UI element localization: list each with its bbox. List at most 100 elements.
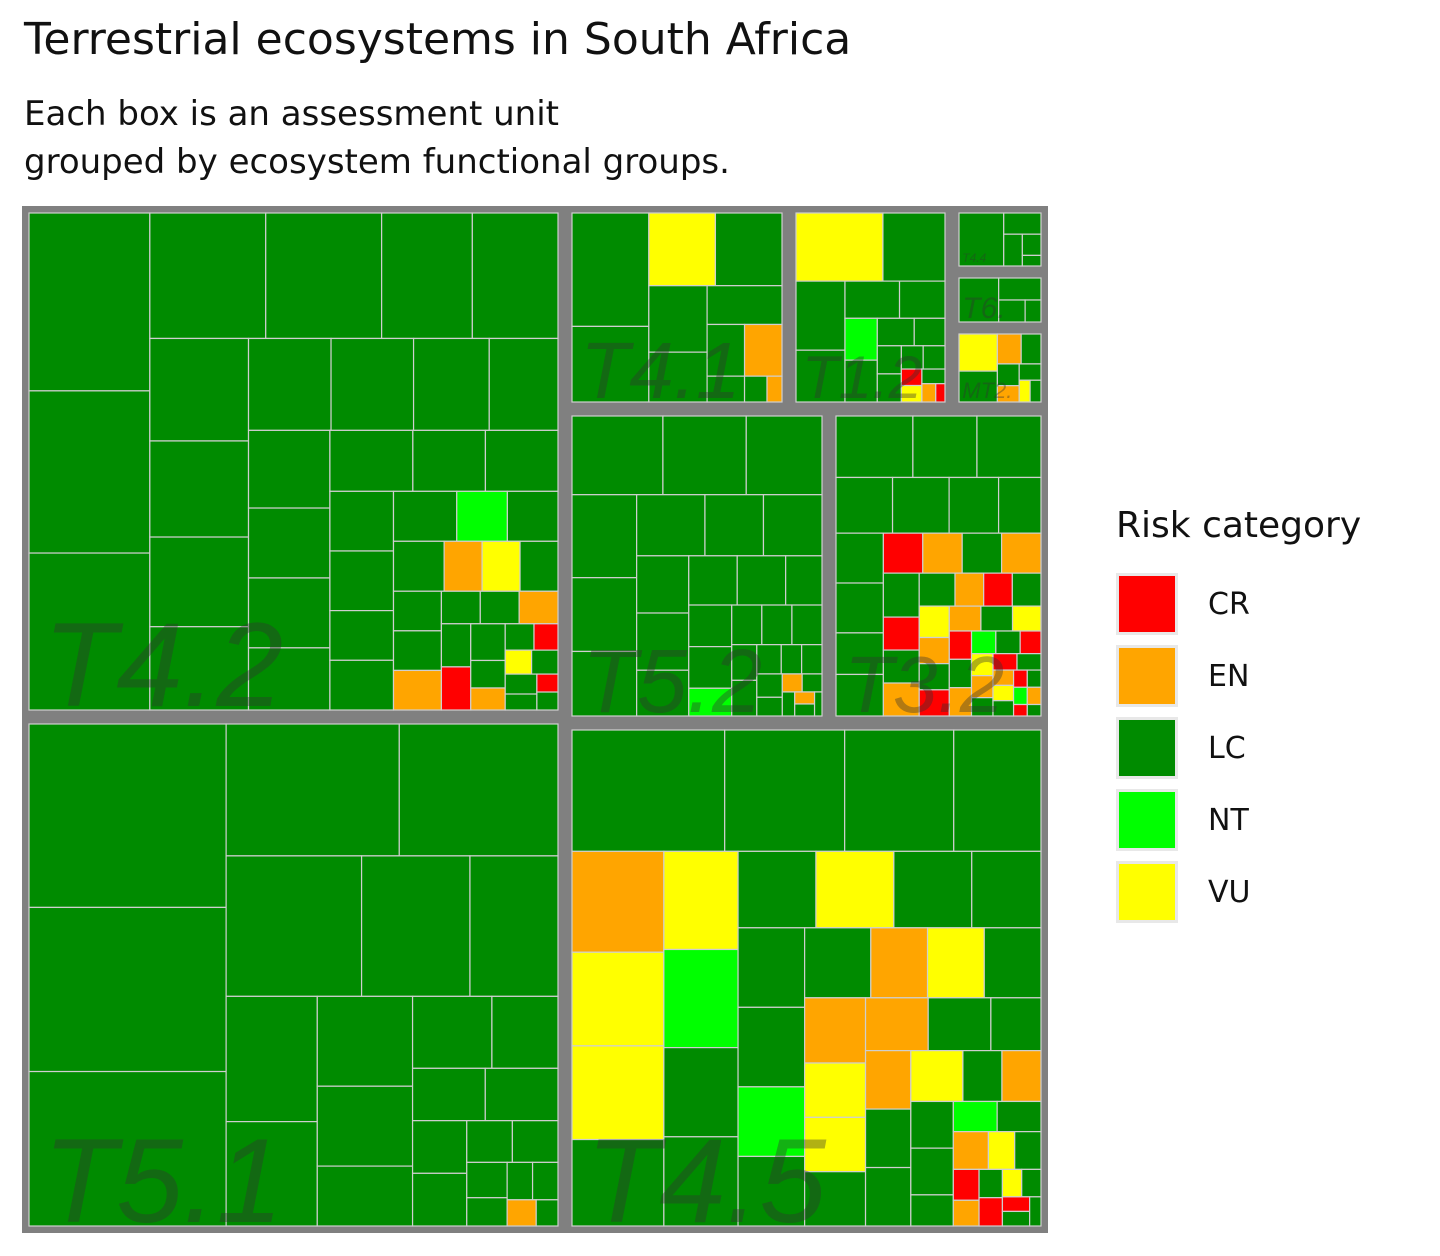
assessment-unit-lc (997, 476, 1042, 534)
legend-item-nt: NT (1116, 784, 1361, 856)
assessment-unit-lc (530, 649, 559, 675)
assessment-unit-en (392, 669, 443, 711)
assessment-unit-lc (976, 415, 1042, 479)
assessment-unit-lc (28, 723, 227, 909)
assessment-unit-lc (794, 703, 816, 717)
assessment-unit-vu (987, 1131, 1016, 1170)
assessment-unit-nt (737, 1086, 806, 1158)
assessment-unit-lc (571, 212, 650, 328)
assessment-unit-lc (329, 659, 395, 711)
assessment-unit-lc (506, 490, 559, 542)
assessment-unit-lc (247, 577, 331, 649)
assessment-unit-lc (265, 212, 383, 340)
assessment-unit-en (948, 605, 982, 632)
assessment-unit-lc (412, 429, 487, 492)
chart-subtitle: Each box is an assessment unit grouped b… (24, 90, 730, 186)
assessment-unit-lc (706, 285, 783, 326)
group-t5-1: T5.1 (28, 723, 559, 1248)
assessment-unit-lc (28, 906, 227, 1073)
assessment-unit-lc (990, 997, 1042, 1052)
assessment-unit-lc (504, 693, 538, 711)
assessment-unit-lc (795, 349, 846, 403)
assessment-unit-vu (504, 649, 533, 675)
assessment-unit-nt (1012, 686, 1028, 706)
assessment-unit-lc (1003, 233, 1023, 267)
assessment-unit-lc (835, 415, 914, 479)
assessment-unit-en (781, 673, 803, 693)
group-label: T4.4 (962, 251, 986, 265)
assessment-unit-lc (511, 1120, 559, 1163)
assessment-unit-en (922, 532, 963, 574)
assessment-unit-lc (962, 1050, 1003, 1103)
assessment-unit-lc (506, 1161, 534, 1201)
assessment-unit-lc (28, 212, 151, 392)
group-label: T5.1 (43, 1114, 283, 1248)
assessment-unit-lc (329, 490, 395, 552)
legend-title: Risk category (1116, 505, 1362, 546)
legend-label-nt: NT (1208, 802, 1249, 838)
group-label: T4.5 (586, 1114, 827, 1248)
assessment-unit-lc (996, 1100, 1042, 1133)
legend-item-vu: VU (1116, 856, 1361, 928)
assessment-unit-lc (912, 415, 978, 479)
assessment-unit-lc (247, 337, 332, 431)
assessment-unit-lc (898, 280, 946, 319)
assessment-unit-lc (149, 337, 250, 442)
assessment-unit-lc (948, 476, 1000, 534)
assessment-unit-lc (316, 1085, 414, 1167)
assessment-unit-cr (952, 1168, 980, 1201)
assessment-unit-en (996, 333, 1022, 365)
assessment-unit-cr (882, 616, 920, 651)
assessment-unit-vu (804, 1062, 867, 1118)
assessment-unit-lc (835, 532, 884, 584)
legend-label-en: EN (1208, 658, 1250, 694)
assessment-unit-lc (28, 552, 151, 711)
assessment-unit-lc (731, 644, 758, 681)
assessment-unit-lc (491, 995, 559, 1069)
assessment-unit-lc (225, 995, 318, 1123)
assessment-unit-cr (1019, 630, 1042, 655)
assessment-unit-lc (316, 995, 414, 1087)
assessment-unit-lc (921, 368, 946, 385)
assessment-unit-lc (1026, 703, 1042, 717)
group-label: T4.2 (43, 598, 283, 732)
assessment-unit-lc (329, 550, 395, 612)
assessment-unit-cr (983, 572, 1013, 607)
assessment-unit-lc (688, 646, 733, 689)
legend-swatch-cr (1116, 573, 1178, 635)
group-label: MT2. (962, 378, 1012, 403)
assessment-unit-lc (927, 997, 992, 1052)
risk-legend: Risk category CR EN LC NT VU (1116, 505, 1361, 928)
group-label: T4.1 (580, 326, 740, 415)
assessment-unit-lc (484, 429, 559, 492)
legend-label-vu: VU (1208, 874, 1251, 910)
group-t5-2: T5.2 (571, 415, 823, 732)
assessment-unit-vu (815, 850, 895, 929)
assessment-unit-vu (804, 1116, 867, 1173)
assessment-unit-lc (411, 1120, 468, 1174)
assessment-unit-lc (466, 1120, 513, 1163)
assessment-unit-lc (466, 1197, 508, 1227)
legend-swatch-vu (1116, 861, 1178, 923)
assessment-unit-en (952, 1131, 990, 1170)
assessment-unit-en (506, 1199, 537, 1227)
group-label: T6. (962, 292, 1005, 325)
assessment-unit-lc (876, 317, 915, 347)
assessment-unit-lc (531, 1161, 559, 1201)
assessment-unit-en (952, 1199, 980, 1227)
assessment-unit-lc (714, 212, 783, 287)
assessment-unit-nt (952, 1100, 998, 1133)
assessment-unit-vu (918, 605, 950, 639)
assessment-unit-lc (648, 285, 708, 353)
assessment-unit-lc (724, 729, 846, 852)
assessment-unit-lc (835, 476, 894, 534)
assessment-unit-lc (571, 729, 726, 852)
assessment-unit-vu (795, 212, 884, 282)
assessment-unit-lc (835, 673, 884, 717)
assessment-unit-lc (891, 476, 950, 534)
group-label: T1.2 (802, 344, 922, 411)
chart-title: Terrestrial ecosystems in South Africa (24, 14, 852, 65)
assessment-unit-lc (519, 540, 559, 592)
legend-swatch-lc (1116, 717, 1178, 779)
assessment-unit-vu (926, 927, 985, 999)
